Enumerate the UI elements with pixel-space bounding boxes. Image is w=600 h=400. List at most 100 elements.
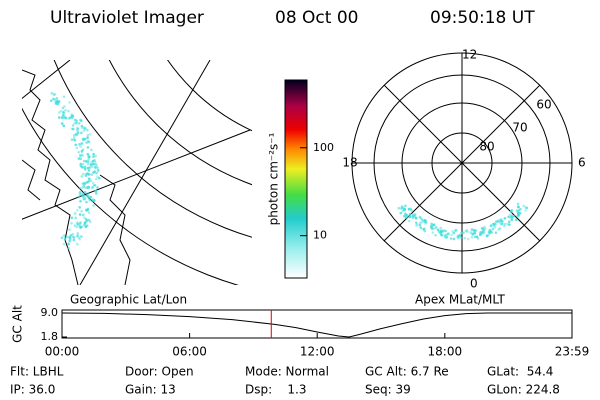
status-field: GLon: 224.8	[487, 383, 560, 397]
aurora-dot	[508, 216, 511, 219]
aurora-dot	[525, 206, 529, 210]
aurora-dot	[76, 126, 79, 130]
aurora-dot	[68, 101, 71, 104]
aurora-dot	[87, 195, 90, 198]
aurora-dot	[78, 191, 82, 194]
aurora-dot	[420, 220, 423, 224]
aurora-dot	[466, 230, 469, 233]
aurora-dot	[483, 225, 486, 229]
aurora-dot	[414, 221, 418, 224]
aurora-dot	[79, 154, 82, 157]
aurora-dot	[78, 206, 81, 209]
aurora-dot	[73, 121, 76, 125]
aurora-dot	[67, 246, 70, 250]
aurora-dot	[479, 233, 482, 236]
mlt-label: 12	[462, 48, 477, 62]
lat-label: 60	[536, 98, 551, 112]
mlt-label: 6	[578, 156, 586, 170]
aurora-dot	[77, 236, 81, 239]
aurora-dot	[517, 209, 520, 212]
aurora-dot	[70, 113, 74, 116]
aurora-dot	[456, 235, 460, 239]
aurora-dot	[49, 99, 53, 103]
aurora-dot	[60, 122, 64, 125]
aurora-dot	[503, 222, 507, 226]
aurora-dot	[402, 206, 405, 210]
aurora-dot	[93, 166, 97, 169]
aurora-dot	[452, 237, 456, 241]
aurora-dot	[76, 221, 79, 224]
aurora-dot	[476, 237, 480, 240]
aurora-dot	[405, 213, 408, 217]
aurora-dot	[510, 208, 514, 212]
aurora-dot	[96, 168, 100, 172]
aurora-dot	[439, 226, 443, 230]
colorbar-tick-label: 100	[313, 141, 334, 154]
aurora-dot	[92, 183, 96, 187]
aurora-dot	[82, 126, 86, 129]
aurora-dot	[445, 233, 448, 237]
aurora-dot	[64, 117, 68, 120]
aurora-dot	[458, 233, 461, 237]
aurora-dot	[82, 129, 86, 132]
aurora-dot	[63, 237, 67, 241]
aurora-dot	[94, 160, 97, 164]
aurora-dot	[460, 231, 463, 235]
aurora-dot	[72, 238, 76, 242]
aurora-dot	[74, 133, 78, 136]
aurora-dot	[59, 109, 63, 113]
aurora-dot	[404, 204, 407, 208]
aurora-dot	[470, 235, 474, 239]
aurora-dot	[465, 228, 468, 232]
aurora-dot	[71, 114, 75, 118]
aurora-dot	[86, 162, 90, 166]
aurora-dot	[77, 195, 81, 199]
aurora-dot	[422, 227, 425, 231]
aurora-dot	[500, 222, 504, 226]
aurora-dot	[471, 232, 474, 236]
time: 09:50:18 UT	[430, 8, 535, 28]
aurora-dot	[66, 235, 69, 239]
aurora-dot	[452, 231, 456, 235]
aurora-dot	[80, 150, 84, 153]
x-tick-label: 23:59	[555, 345, 590, 359]
aurora-dot	[79, 162, 83, 166]
aurora-dot	[443, 234, 447, 237]
aurora-dot	[84, 186, 87, 190]
aurora-dot	[491, 227, 495, 231]
aurora-dot	[84, 174, 88, 177]
aurora-dot	[85, 141, 88, 144]
aurora-dot	[434, 233, 437, 237]
aurora-dot	[60, 236, 64, 240]
aurora-dot	[74, 121, 78, 125]
aurora-dot	[498, 221, 502, 224]
aurora-dot	[83, 216, 86, 219]
aurora-dot	[431, 231, 435, 234]
aurora-dot	[76, 234, 79, 238]
aurora-dot	[430, 226, 433, 229]
aurora-dot	[408, 212, 412, 216]
aurora-dot	[473, 229, 477, 232]
aurora-dot	[62, 113, 65, 117]
aurora-dot	[62, 110, 65, 114]
aurora-dot	[503, 217, 507, 220]
x-tick-label: 00:00	[45, 345, 80, 359]
aurora-dot	[489, 224, 493, 228]
aurora-dot	[63, 105, 66, 108]
x-tick-label: 18:00	[428, 345, 463, 359]
aurora-dot	[93, 170, 96, 173]
aurora-dot	[462, 231, 466, 235]
aurora-dot	[74, 216, 77, 220]
aurora-dot	[51, 97, 55, 101]
aurora-dot	[522, 204, 526, 208]
aurora-dot	[85, 224, 89, 227]
lat-label: 80	[479, 140, 494, 154]
aurora-dot	[61, 106, 65, 110]
x-tick-label: 06:00	[172, 345, 207, 359]
aurora-dot	[473, 231, 477, 235]
aurora-dot	[87, 173, 90, 176]
aurora-dot	[514, 218, 518, 222]
aurora-dot	[86, 133, 90, 137]
aurora-dot	[419, 216, 422, 220]
